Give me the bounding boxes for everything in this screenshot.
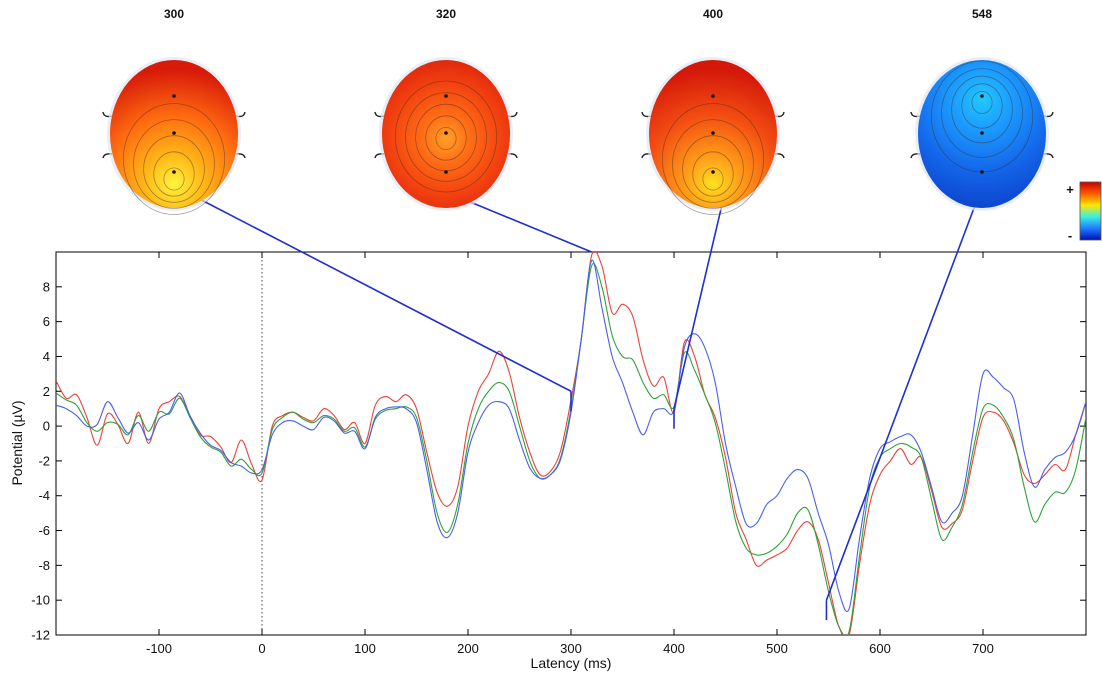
- topomap-contour: [153, 151, 195, 197]
- topomap-contour: [394, 80, 498, 193]
- topomap-contour: [951, 75, 1013, 144]
- y-tick-label: 8: [43, 279, 50, 294]
- y-tick-label: -12: [31, 628, 50, 643]
- topomap-connector-300: [185, 191, 572, 392]
- topomap-contour: [405, 92, 487, 182]
- x-tick-label: 200: [457, 641, 479, 656]
- topomap-contour: [435, 127, 457, 151]
- y-tick-label: -6: [38, 523, 50, 538]
- topomap-electrode: [980, 94, 984, 98]
- topomap-contour: [941, 68, 1023, 158]
- topomap-electrode: [172, 170, 176, 174]
- topomap-electrode: [711, 94, 715, 98]
- topomap-latency-label: 300: [164, 7, 184, 21]
- y-tick-label: 2: [43, 384, 50, 399]
- topomap-contour: [163, 167, 185, 191]
- x-tick-label: 600: [869, 641, 891, 656]
- x-axis-label: Latency (ms): [531, 655, 612, 671]
- topomap-layer: 300 320 400 548: [102, 7, 1054, 215]
- topomap-connectors: [185, 191, 975, 621]
- topomap-contour: [425, 115, 467, 161]
- topomap-548: 548: [910, 7, 1054, 211]
- colorbar-scale: [1079, 181, 1102, 241]
- erp-series-line-1: [56, 252, 1086, 635]
- y-tick-label: 4: [43, 349, 50, 364]
- y-tick-label: -8: [38, 558, 50, 573]
- y-axis-label: Potential (µV): [9, 400, 25, 485]
- x-tick-label: 300: [560, 641, 582, 656]
- topomap-contour: [661, 103, 765, 215]
- topomap-electrode: [444, 94, 448, 98]
- topomap-connector-400: [673, 191, 726, 409]
- topomap-400: 400: [641, 7, 785, 215]
- topomap-contour: [133, 119, 215, 209]
- y-tick-label: -10: [31, 593, 50, 608]
- y-tick-label: -4: [38, 488, 50, 503]
- colorbar: +-: [1066, 181, 1102, 243]
- axis-ticks: -100 0 100 200 300 400 500 600 700 -12 -10 -8 -6 -4 -2…: [31, 252, 1086, 656]
- topomap-electrode: [444, 170, 448, 174]
- colorbar-minus-label: -: [1068, 228, 1072, 243]
- y-tick-label: 6: [43, 314, 50, 329]
- topomap-320: 320: [374, 7, 518, 211]
- topomap-contour: [692, 151, 734, 197]
- topomap-latency-label: 548: [972, 7, 992, 21]
- topomap-contour: [122, 103, 226, 215]
- topomap-electrode: [980, 170, 984, 174]
- colorbar-plus-label: +: [1066, 182, 1074, 197]
- topomap-electrode: [172, 94, 176, 98]
- x-tick-label: 100: [354, 641, 376, 656]
- topomap-latency-label: 400: [703, 7, 723, 21]
- topomap-contour: [702, 167, 724, 191]
- plot-frame: [55, 251, 1087, 636]
- topomap-contour: [971, 91, 993, 115]
- topomap-electrode: [172, 131, 176, 135]
- x-tick-label: 0: [258, 641, 265, 656]
- topomap-electrode: [980, 131, 984, 135]
- y-tick-label: -2: [38, 453, 50, 468]
- topomap-electrode: [444, 131, 448, 135]
- topomap-latency-label: 320: [436, 7, 456, 21]
- topomap-electrode: [711, 170, 715, 174]
- topomap-contour: [682, 135, 744, 203]
- topomap-contour: [143, 135, 205, 203]
- x-tick-label: 500: [766, 641, 788, 656]
- topomap-electrode: [711, 131, 715, 135]
- x-tick-label: 400: [663, 641, 685, 656]
- x-tick-label: -100: [146, 641, 172, 656]
- topomap-contour: [672, 119, 754, 209]
- topomap-connector-548: [825, 207, 975, 601]
- topomap-contour: [961, 83, 1003, 129]
- y-tick-label: 0: [43, 419, 50, 434]
- topomap-300: 300: [102, 7, 246, 215]
- x-tick-label: 700: [972, 641, 994, 656]
